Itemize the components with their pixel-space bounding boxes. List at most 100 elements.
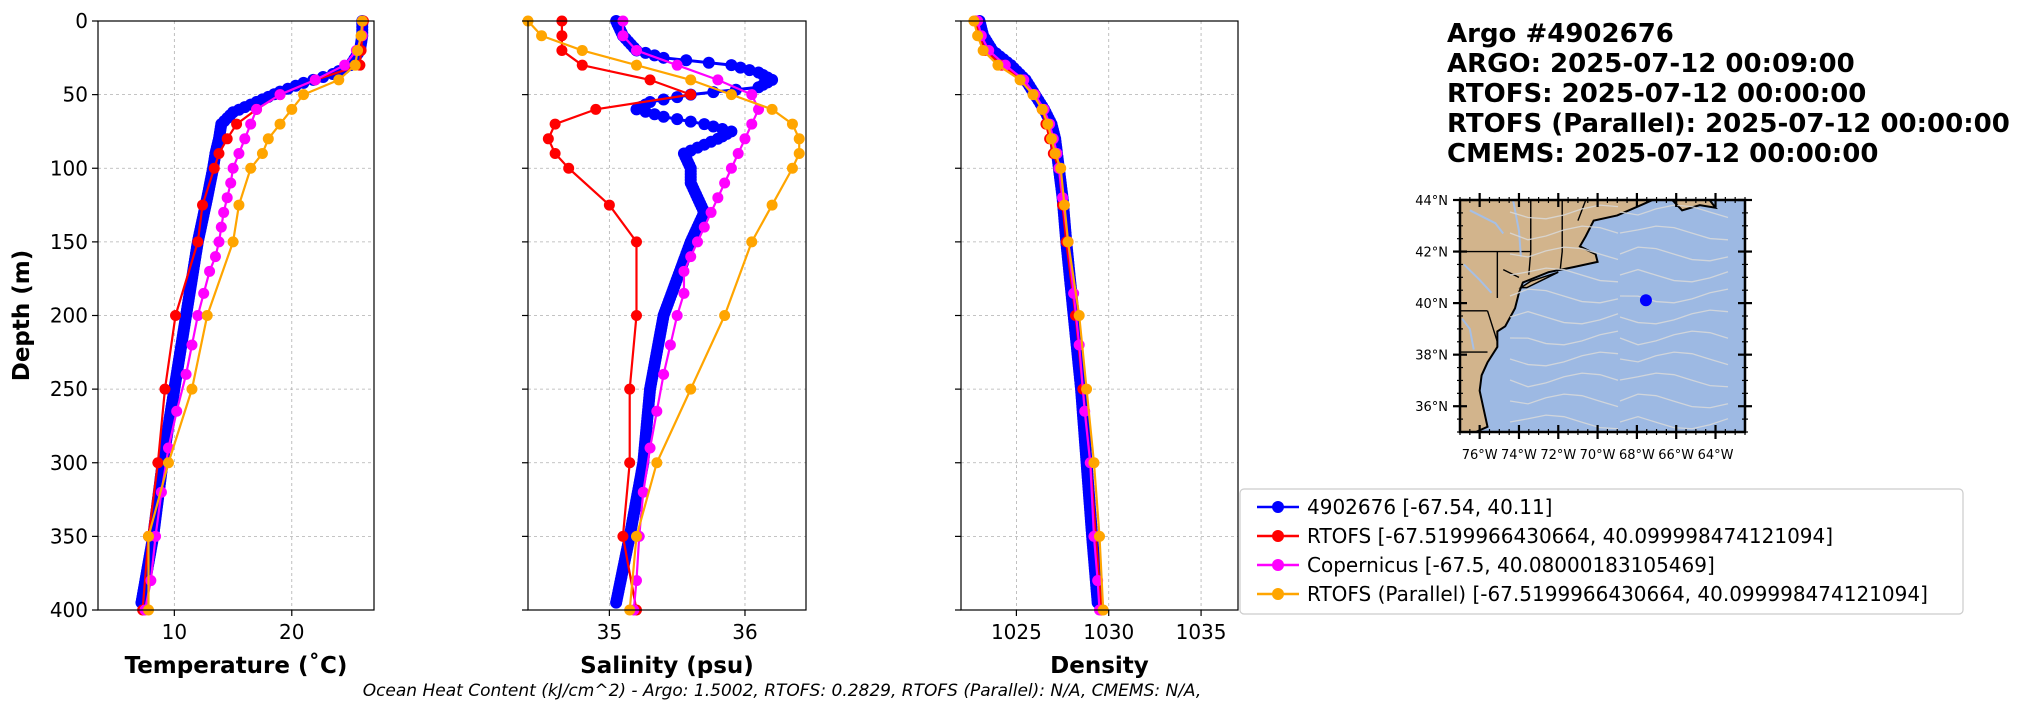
data-point: [245, 118, 257, 130]
data-point: [746, 118, 758, 130]
salinity-panel: 35 36 Salinity (psu): [522, 15, 807, 679]
x-tick-label: 35: [597, 620, 622, 644]
data-point: [630, 236, 642, 248]
data-point: [145, 575, 157, 587]
data-point: [671, 310, 683, 321]
data-point: [637, 486, 649, 498]
data-point: [233, 199, 245, 211]
data-point: [208, 162, 220, 174]
legend-entry: 4902676 [-67.54, 40.11]: [1257, 495, 1552, 519]
data-point: [719, 177, 731, 189]
header-rtofs-time: RTOFS: 2025-07-12 00:00:00: [1447, 79, 1866, 109]
data-point: [624, 457, 636, 469]
data-point: [215, 221, 227, 233]
data-point: [221, 192, 233, 204]
data-point: [793, 133, 805, 145]
y-tick-label: 100: [50, 156, 88, 180]
map-streamline: [1509, 330, 1619, 346]
data-point: [256, 148, 268, 160]
map-streamline: [1509, 246, 1619, 261]
y-tick-label: 50: [63, 83, 88, 107]
data-point: [286, 103, 298, 115]
data-point: [630, 103, 643, 116]
map-river: [1512, 199, 1522, 257]
x-tick-label: 1030: [1083, 620, 1134, 644]
ohc-footer: Ocean Heat Content (kJ/cm^2) - Argo: 1.5…: [363, 681, 1202, 701]
data-point: [233, 148, 245, 160]
temperature-panel: 0 50 100 150 200 250 300 350 400 10 20 Temperature …: [9, 9, 375, 679]
salinity-series-rtofs-parallel-: [522, 15, 805, 616]
data-point: [671, 113, 684, 126]
data-point: [225, 177, 237, 189]
data-point: [143, 530, 155, 542]
legend-marker: [1272, 559, 1284, 571]
map-streamline: [1619, 309, 1729, 325]
data-point: [563, 162, 575, 174]
legend-marker: [1272, 588, 1284, 600]
data-point: [1036, 103, 1048, 115]
map-streamline: [1619, 246, 1729, 262]
data-point: [274, 118, 286, 130]
data-point: [1058, 199, 1070, 211]
map-streamline: [1619, 372, 1729, 388]
data-point: [702, 56, 715, 69]
data-point: [630, 59, 642, 71]
map-streamline: [1509, 310, 1619, 325]
data-point: [603, 199, 615, 211]
data-point: [680, 54, 693, 67]
data-point: [1055, 162, 1067, 174]
data-point: [712, 74, 724, 86]
data-point: [1088, 457, 1100, 469]
legend-entry: RTOFS (Parallel) [-67.5199966430664, 40.…: [1257, 582, 1928, 606]
x-tick-label: 20: [279, 620, 304, 644]
header-argo-id: Argo #4902676: [1447, 19, 1674, 49]
header-cmems-time: CMEMS: 2025-07-12 00:00:00: [1447, 139, 1878, 169]
map-lon-label: 72°W: [1540, 448, 1576, 463]
data-point: [274, 89, 286, 101]
map-river: [1463, 263, 1493, 294]
legend: 4902676 [-67.54, 40.11] RTOFS [-67.519996…: [1239, 488, 1964, 615]
data-point: [684, 115, 697, 128]
y-tick-label: 400: [50, 598, 88, 622]
map-river: [1461, 317, 1475, 350]
data-point: [227, 162, 239, 174]
data-point: [1073, 310, 1085, 321]
data-point: [698, 221, 710, 233]
map-state-border: [1559, 200, 1563, 270]
legend-label: RTOFS [-67.5199966430664, 40.09999847412…: [1307, 524, 1833, 548]
data-point: [651, 457, 663, 469]
data-point: [549, 148, 561, 160]
map-lat-label: 38°N: [1415, 349, 1448, 364]
data-point: [793, 148, 805, 160]
x-tick-label: 36: [732, 620, 757, 644]
data-point: [644, 442, 656, 454]
map-lat-label: 36°N: [1415, 400, 1448, 415]
data-point: [630, 44, 642, 56]
data-point: [349, 59, 361, 71]
map-lon-label: 66°W: [1658, 448, 1694, 463]
map-lon-label: 70°W: [1580, 448, 1616, 463]
data-point: [556, 44, 568, 56]
map-streamline: [1509, 267, 1619, 283]
x-tick-label: 1035: [1176, 620, 1227, 644]
data-point: [685, 89, 697, 101]
data-point: [644, 74, 656, 86]
x-tick-label: 10: [162, 620, 187, 644]
data-point: [630, 530, 642, 542]
data-point: [617, 530, 629, 542]
data-point: [213, 148, 225, 160]
data-point: [1049, 148, 1061, 160]
map-streamline: [1619, 330, 1729, 346]
y-tick-label: 350: [50, 524, 88, 548]
map-float-marker: [1639, 294, 1652, 307]
map-lon-label: 74°W: [1501, 448, 1537, 463]
data-point: [1081, 383, 1093, 395]
data-point: [221, 133, 233, 145]
legend-label: RTOFS (Parallel) [-67.5199966430664, 40.…: [1307, 582, 1928, 606]
map-lat-label: 44°N: [1415, 194, 1448, 209]
map-streamline: [1619, 225, 1729, 241]
data-point: [1027, 89, 1039, 101]
data-point: [992, 59, 1004, 71]
data-point: [170, 310, 182, 321]
